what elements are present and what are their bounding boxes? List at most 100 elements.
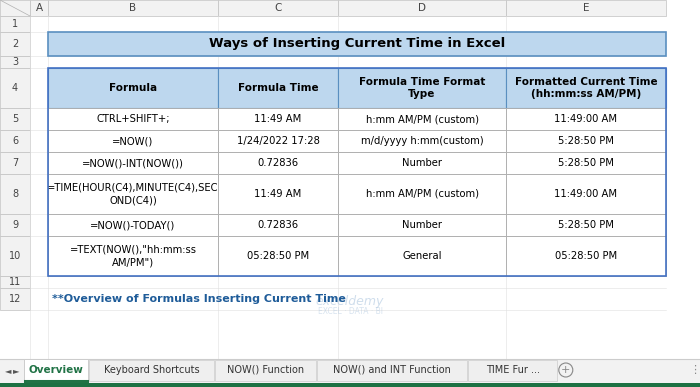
- Bar: [506, 68, 666, 108]
- Text: 5:28:50 PM: 5:28:50 PM: [558, 220, 614, 230]
- Bar: [218, 214, 338, 236]
- Bar: [30, 174, 666, 214]
- Text: Ways of Inserting Current Time in Excel: Ways of Inserting Current Time in Excel: [209, 38, 505, 50]
- Text: h:mm AM/PM (custom): h:mm AM/PM (custom): [365, 189, 479, 199]
- Text: 1/24/2022 17:28: 1/24/2022 17:28: [237, 136, 319, 146]
- Bar: [48, 68, 666, 276]
- Bar: [0, 16, 30, 32]
- Text: 11: 11: [9, 277, 21, 287]
- Bar: [218, 174, 338, 214]
- Bar: [24, 359, 88, 382]
- Bar: [0, 276, 30, 288]
- Bar: [506, 236, 666, 276]
- Bar: [338, 214, 506, 236]
- Bar: [30, 108, 666, 130]
- Text: Formula Time Format
Type: Formula Time Format Type: [359, 77, 485, 99]
- Text: 05:28:50 PM: 05:28:50 PM: [247, 251, 309, 261]
- Bar: [30, 130, 666, 152]
- Bar: [48, 130, 218, 152]
- Text: ►: ►: [13, 366, 20, 375]
- Bar: [338, 130, 506, 152]
- Bar: [506, 108, 666, 130]
- Text: =NOW()-TODAY(): =NOW()-TODAY(): [90, 220, 176, 230]
- Text: =NOW()-INT(NOW()): =NOW()-INT(NOW()): [82, 158, 184, 168]
- Bar: [0, 359, 700, 383]
- Bar: [48, 214, 218, 236]
- Text: 9: 9: [12, 220, 18, 230]
- Bar: [506, 214, 666, 236]
- Text: 7: 7: [12, 158, 18, 168]
- Text: D: D: [418, 3, 426, 13]
- Bar: [338, 236, 506, 276]
- Bar: [0, 383, 700, 387]
- Text: Formula Time: Formula Time: [238, 83, 318, 93]
- Bar: [30, 152, 666, 174]
- Text: 05:28:50 PM: 05:28:50 PM: [555, 251, 617, 261]
- Bar: [468, 360, 556, 381]
- Bar: [0, 174, 30, 214]
- Bar: [30, 56, 666, 68]
- Bar: [48, 108, 218, 130]
- Text: NOW() Function: NOW() Function: [227, 365, 304, 375]
- Bar: [30, 16, 666, 32]
- Bar: [506, 152, 666, 174]
- Bar: [30, 32, 666, 56]
- Text: Overview: Overview: [29, 365, 83, 375]
- Bar: [48, 174, 218, 214]
- Text: 2: 2: [12, 39, 18, 49]
- Bar: [0, 108, 30, 130]
- Text: **Overview of Formulas Inserting Current Time: **Overview of Formulas Inserting Current…: [52, 294, 346, 304]
- Bar: [30, 68, 666, 108]
- Bar: [218, 152, 338, 174]
- Text: CTRL+SHIFT+;: CTRL+SHIFT+;: [97, 114, 169, 124]
- Text: B: B: [130, 3, 136, 13]
- Bar: [218, 130, 338, 152]
- Bar: [0, 288, 30, 310]
- Text: +: +: [561, 365, 570, 375]
- Bar: [48, 0, 218, 16]
- Bar: [0, 236, 30, 276]
- Text: 6: 6: [12, 136, 18, 146]
- Text: Formatted Current Time
(hh:mm:ss AM/PM): Formatted Current Time (hh:mm:ss AM/PM): [514, 77, 657, 99]
- Bar: [0, 56, 30, 68]
- Bar: [338, 174, 506, 214]
- Bar: [0, 130, 30, 152]
- Bar: [506, 130, 666, 152]
- Bar: [30, 214, 666, 236]
- Bar: [0, 152, 30, 174]
- Text: Formula: Formula: [109, 83, 157, 93]
- Text: TIME Fur ...: TIME Fur ...: [486, 365, 540, 375]
- Bar: [48, 236, 218, 276]
- Text: 4: 4: [12, 83, 18, 93]
- Bar: [0, 68, 30, 108]
- Text: Number: Number: [402, 220, 442, 230]
- Text: 11:49 AM: 11:49 AM: [254, 114, 302, 124]
- Bar: [215, 360, 316, 381]
- Bar: [218, 108, 338, 130]
- Text: NOW() and INT Function: NOW() and INT Function: [333, 365, 451, 375]
- Text: ◄: ◄: [5, 366, 11, 375]
- Text: h:mm AM/PM (custom): h:mm AM/PM (custom): [365, 114, 479, 124]
- Bar: [48, 68, 218, 108]
- Text: =NOW(): =NOW(): [113, 136, 153, 146]
- Text: General: General: [402, 251, 442, 261]
- Bar: [506, 174, 666, 214]
- Bar: [338, 152, 506, 174]
- Text: 0.72836: 0.72836: [258, 158, 299, 168]
- Text: A: A: [36, 3, 43, 13]
- Text: 10: 10: [9, 251, 21, 261]
- Text: Keyboard Shortcuts: Keyboard Shortcuts: [104, 365, 200, 375]
- Bar: [506, 0, 666, 16]
- Bar: [218, 236, 338, 276]
- Text: 5: 5: [12, 114, 18, 124]
- Bar: [30, 236, 666, 276]
- Text: E: E: [582, 3, 589, 13]
- Bar: [317, 360, 468, 381]
- Text: 5:28:50 PM: 5:28:50 PM: [558, 158, 614, 168]
- Bar: [48, 152, 218, 174]
- Text: 11:49 AM: 11:49 AM: [254, 189, 302, 199]
- Bar: [30, 0, 48, 16]
- Text: m/d/yyyy h:mm(custom): m/d/yyyy h:mm(custom): [360, 136, 483, 146]
- Bar: [218, 68, 338, 108]
- Text: 3: 3: [12, 57, 18, 67]
